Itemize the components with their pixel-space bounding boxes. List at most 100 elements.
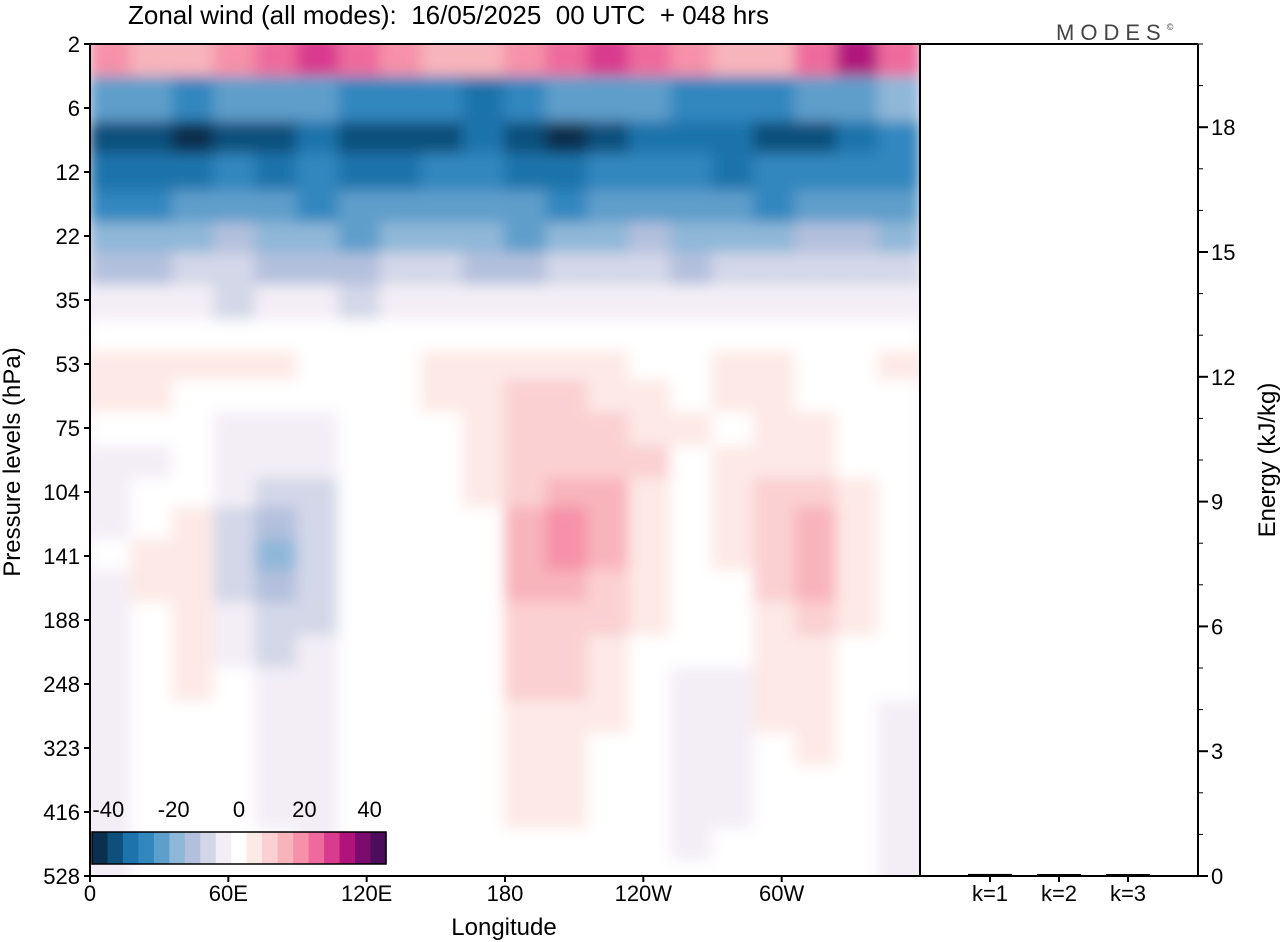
energy-tick-label: 9	[1211, 490, 1223, 515]
field-cell	[421, 76, 465, 123]
field-cell	[90, 700, 133, 734]
field-cell	[794, 539, 838, 571]
field-cell	[130, 539, 174, 571]
field-cell	[296, 765, 340, 799]
field-cell	[711, 284, 755, 321]
field-cell	[90, 252, 133, 286]
field-cell	[545, 121, 589, 155]
field-cell	[877, 477, 920, 508]
field-cell	[255, 76, 299, 123]
field-cell	[90, 507, 133, 540]
colorbar-swatch	[277, 832, 294, 864]
field-cell	[545, 76, 589, 123]
colorbar-swatch	[355, 832, 372, 864]
field-cell	[711, 319, 755, 353]
field-cell	[90, 797, 133, 830]
field-cell	[836, 76, 880, 123]
field-cell	[213, 44, 257, 77]
field-cell	[462, 445, 506, 479]
field-cell	[628, 252, 672, 286]
field-cell	[379, 319, 423, 353]
field-cell	[628, 445, 672, 479]
field-cell	[670, 539, 714, 571]
field-cell	[421, 602, 465, 637]
field-cell	[379, 635, 423, 669]
x-tick-label: 120E	[341, 881, 392, 906]
field-cell	[462, 190, 506, 224]
field-cell	[462, 539, 506, 571]
field-cell	[836, 351, 880, 381]
field-cell	[794, 190, 838, 224]
field-cell	[794, 667, 838, 702]
field-cell	[670, 319, 714, 353]
field-cell	[379, 153, 423, 192]
field-cell	[462, 252, 506, 286]
field-cell	[587, 44, 631, 77]
field-cell	[90, 570, 133, 604]
field-cell	[670, 732, 714, 767]
field-cell	[504, 351, 548, 381]
field-cell	[545, 765, 589, 799]
field-cell	[587, 635, 631, 669]
field-cell	[794, 732, 838, 767]
field-cell	[753, 828, 797, 862]
field-cell	[836, 252, 880, 286]
colorbar-swatch	[339, 832, 356, 864]
field-cell	[628, 700, 672, 734]
field-cell	[462, 635, 506, 669]
field-cell	[172, 44, 216, 77]
field-cell	[421, 700, 465, 734]
field-cell	[753, 319, 797, 353]
field-cell	[172, 252, 216, 286]
field-cell	[462, 507, 506, 540]
field-cell	[130, 44, 174, 77]
field-cell	[338, 732, 382, 767]
colorbar-swatch	[308, 832, 325, 864]
field-cell	[711, 121, 755, 155]
field-cell	[338, 222, 382, 254]
field-cell	[877, 635, 920, 669]
field-cell	[670, 411, 714, 447]
field-cell	[628, 828, 672, 862]
field-cell	[213, 445, 257, 479]
field-cell	[130, 797, 174, 830]
field-cell	[753, 732, 797, 767]
plot-frame	[89, 43, 921, 877]
field-cell	[338, 765, 382, 799]
field-cell	[130, 379, 174, 413]
field-cell	[628, 222, 672, 254]
field-cell	[213, 351, 257, 381]
field-cell	[255, 351, 299, 381]
field-cell	[172, 539, 216, 571]
field-cell	[379, 765, 423, 799]
field-cell	[338, 507, 382, 540]
field-cell	[545, 635, 589, 669]
field-cell	[296, 222, 340, 254]
field-cell	[794, 507, 838, 540]
energy-tick-label: 18	[1211, 115, 1235, 140]
field-cell	[421, 284, 465, 321]
y-tick-label: 75	[56, 416, 80, 441]
colorbar-frame	[91, 831, 387, 865]
field-cell	[213, 539, 257, 571]
field-cell	[753, 765, 797, 799]
field-cell	[587, 351, 631, 381]
field-cell	[213, 667, 257, 702]
field-cell	[255, 700, 299, 734]
field-cell	[213, 732, 257, 767]
field-cell	[338, 190, 382, 224]
field-cell	[587, 570, 631, 604]
colorbar-swatch	[293, 832, 310, 864]
field-cell	[794, 828, 838, 862]
field-cell	[296, 76, 340, 123]
field-cell	[670, 507, 714, 540]
field-cell	[462, 570, 506, 604]
field-cell	[545, 667, 589, 702]
field-cell	[587, 539, 631, 571]
field-cell	[836, 222, 880, 254]
field-cell	[670, 222, 714, 254]
field-cell	[172, 190, 216, 224]
field-cell	[711, 445, 755, 479]
field-cell	[130, 284, 174, 321]
field-cell	[711, 765, 755, 799]
